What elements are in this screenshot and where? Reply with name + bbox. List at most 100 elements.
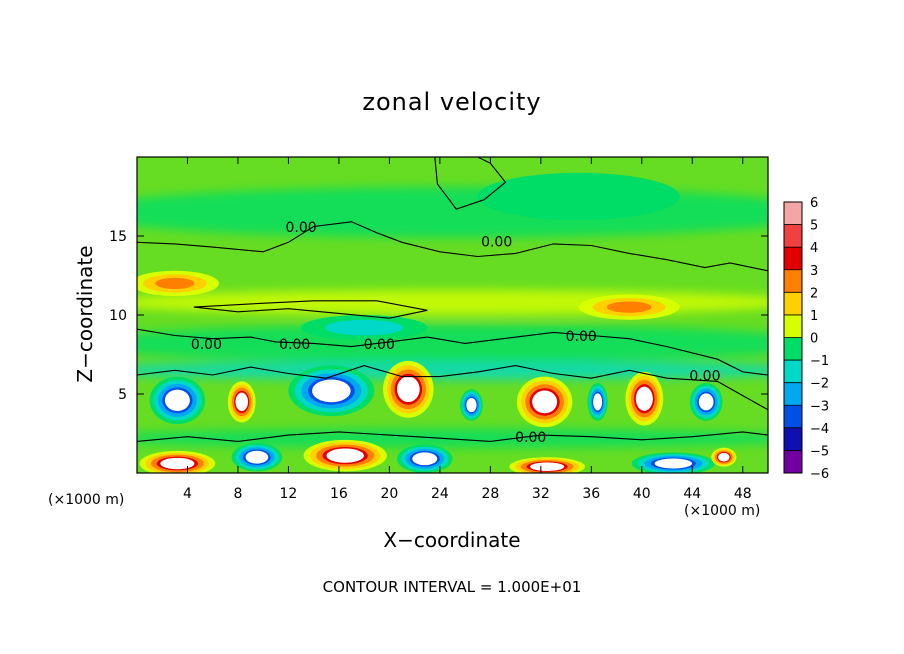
contour-label: 0.00 xyxy=(279,337,310,353)
y-tick-label: 10 xyxy=(109,308,127,324)
velocity-cell xyxy=(516,376,573,428)
cell-saturated xyxy=(698,393,714,411)
colorbar-tick-label: 0 xyxy=(810,332,818,347)
colorbar-swatch xyxy=(784,292,802,316)
x-tick-label: 8 xyxy=(233,486,242,502)
velocity-cell xyxy=(477,172,680,221)
field-band xyxy=(137,428,768,448)
cell-saturated xyxy=(396,376,420,403)
chart-title: zonal velocity xyxy=(362,88,542,116)
colorbar: 6 5 4 3 2 1 0 −1 −2 −3 −4 −5 −6 xyxy=(783,196,829,482)
velocity-cell xyxy=(139,450,216,473)
velocity-cell xyxy=(587,382,608,421)
colorbar-tick-label: 3 xyxy=(810,264,818,279)
x-tick-label: 40 xyxy=(633,486,651,502)
velocity-cell xyxy=(227,381,256,423)
colorbar-swatch xyxy=(784,360,802,384)
cell-saturated xyxy=(530,462,565,471)
x-unit-left: (×1000 m) xyxy=(48,492,125,508)
contour-upper xyxy=(137,221,768,272)
colorbar-swatch xyxy=(784,269,802,293)
x-tick-label: 28 xyxy=(481,486,499,502)
y-tick-label: 15 xyxy=(109,229,127,245)
cell-level xyxy=(606,301,652,313)
x-tick-label: 36 xyxy=(582,486,600,502)
x-tick-label: 44 xyxy=(683,486,701,502)
colorbar-swatch xyxy=(784,224,802,248)
colorbar-tick-label: −4 xyxy=(810,422,829,437)
velocity-cell xyxy=(288,365,375,417)
velocity-cell xyxy=(689,382,723,421)
contour-labels: 0.00 0.00 0.00 0.00 0.00 0.00 0.00 0.00 xyxy=(191,220,721,446)
x-tick-label: 12 xyxy=(280,486,298,502)
cell-saturated xyxy=(654,458,693,469)
x-axis: 4 8 12 16 20 24 28 32 36 40 44 48 xyxy=(183,157,752,502)
velocity-cell xyxy=(631,452,715,473)
cell-saturated xyxy=(593,393,603,411)
contour-mid-band xyxy=(193,300,428,319)
field-band xyxy=(137,289,768,315)
velocity-cell xyxy=(303,439,387,472)
cell-saturated xyxy=(164,389,190,411)
velocity-cell xyxy=(137,270,220,297)
colorbar-swatch xyxy=(784,405,802,429)
velocity-cell xyxy=(383,360,434,418)
colorbar-swatch xyxy=(784,450,802,474)
colorbar-swatch xyxy=(784,427,802,451)
x-tick-label: 4 xyxy=(183,486,192,502)
velocity-cell xyxy=(625,371,664,426)
cell-level xyxy=(155,277,195,290)
x-unit-right: (×1000 m) xyxy=(684,503,761,519)
colorbar-tick-label: −3 xyxy=(810,399,829,414)
colorbar-tick-label: 5 xyxy=(810,219,818,234)
colorbar-swatch xyxy=(784,337,802,361)
x-tick-label: 16 xyxy=(330,486,348,502)
velocity-cell xyxy=(301,315,428,341)
contour-label: 0.00 xyxy=(689,369,720,385)
cell-saturated xyxy=(718,452,730,462)
contour-bottom xyxy=(137,431,768,442)
colorbar-tick-label: −1 xyxy=(810,354,829,369)
contour-interval-note: CONTOUR INTERVAL = 1.000E+01 xyxy=(322,578,582,596)
velocity-cell xyxy=(711,447,737,467)
field-band xyxy=(137,360,768,380)
x-tick-label: 20 xyxy=(380,486,398,502)
velocity-cell xyxy=(231,442,283,472)
cell-saturated xyxy=(235,392,248,412)
x-tick-label: 24 xyxy=(431,486,449,502)
zero-contours xyxy=(137,157,768,442)
colorbar-tick-label: 4 xyxy=(810,241,818,256)
colorbar-swatch xyxy=(784,382,802,406)
x-tick-label: 48 xyxy=(734,486,752,502)
cell-saturated xyxy=(326,448,364,463)
colorbar-swatch xyxy=(784,247,802,271)
cell-level xyxy=(477,172,680,221)
y-axis-label: Z−coordinate xyxy=(73,245,97,383)
y-tick-label: 5 xyxy=(118,387,127,403)
contour-label: 0.00 xyxy=(364,337,395,353)
cell-saturated xyxy=(635,386,653,411)
colorbar-swatch xyxy=(784,314,802,338)
cell-saturated xyxy=(312,379,351,403)
cell-saturated xyxy=(160,457,195,470)
velocity-cell xyxy=(509,457,585,473)
cell-saturated xyxy=(466,397,477,413)
cell-saturated xyxy=(532,390,558,414)
velocity-cell xyxy=(460,389,483,421)
x-axis-label: X−coordinate xyxy=(383,528,521,552)
contour-lower xyxy=(137,365,768,411)
velocity-field xyxy=(137,157,768,473)
cell-saturated xyxy=(412,452,438,466)
velocity-cell xyxy=(149,376,206,425)
velocity-cell xyxy=(396,444,453,473)
contour-label: 0.00 xyxy=(191,337,222,353)
field-band xyxy=(137,324,768,363)
colorbar-tick-label: 2 xyxy=(810,286,818,301)
contour-middle xyxy=(137,328,768,376)
velocity-cell xyxy=(578,294,680,320)
field-band xyxy=(137,187,768,238)
cell-level xyxy=(325,319,403,336)
colorbar-swatch xyxy=(784,202,802,226)
colorbar-tick-label: 1 xyxy=(810,309,818,324)
